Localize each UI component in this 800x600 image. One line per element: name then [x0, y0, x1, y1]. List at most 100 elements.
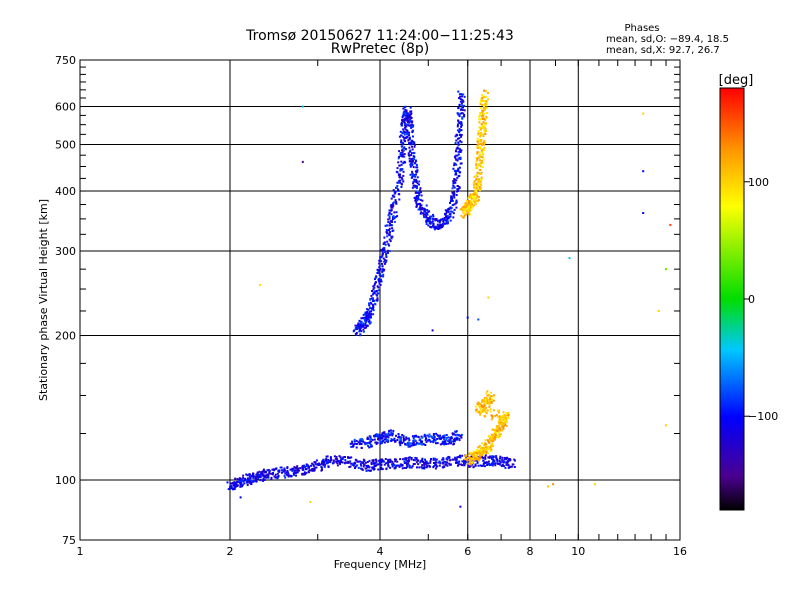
echo-point	[274, 473, 277, 476]
echo-point	[360, 447, 363, 449]
echo-point	[378, 271, 381, 274]
echo-point	[453, 208, 456, 211]
echo-point	[482, 457, 485, 459]
echo-point	[482, 406, 485, 409]
echo-point	[480, 464, 483, 467]
echo-point	[378, 434, 381, 437]
echo-point	[481, 94, 483, 97]
echo-point	[495, 435, 498, 438]
echo-point	[480, 128, 482, 131]
echo-point	[502, 416, 505, 419]
echo-point	[481, 446, 484, 449]
echo-point	[385, 435, 388, 438]
echo-point	[460, 214, 463, 217]
echo-point	[439, 443, 442, 446]
echo-point	[492, 409, 495, 412]
echo-point	[290, 468, 293, 471]
echo-point	[270, 472, 272, 475]
echo-point	[464, 462, 467, 465]
echo-point	[354, 324, 357, 327]
echo-point	[459, 454, 461, 457]
echo-point	[354, 462, 357, 465]
echo-point	[483, 89, 486, 92]
echo-point	[473, 459, 476, 462]
echo-point	[238, 481, 241, 484]
echo-point	[384, 250, 387, 253]
echo-point	[404, 148, 407, 151]
echo-point	[464, 455, 467, 458]
echo-point	[409, 110, 412, 113]
echo-point	[360, 326, 363, 329]
echo-point	[383, 262, 386, 265]
echo-point	[455, 163, 458, 166]
echo-point	[460, 436, 463, 439]
echo-point	[442, 458, 445, 461]
echo-point	[357, 460, 360, 463]
echo-point	[451, 191, 454, 194]
echo-point	[450, 440, 453, 443]
echo-point	[431, 437, 434, 440]
echo-point	[239, 485, 242, 488]
echo-point	[477, 446, 480, 449]
echo-point	[252, 472, 255, 475]
echo-point	[472, 181, 475, 184]
echo-point	[492, 455, 495, 458]
echo-point	[460, 149, 463, 152]
echo-point	[361, 323, 364, 326]
echo-point	[280, 466, 283, 469]
echo-point	[397, 181, 400, 184]
echo-point	[408, 464, 411, 467]
echo-point	[329, 461, 332, 464]
echo-point	[264, 474, 267, 477]
echo-point	[429, 440, 432, 443]
echo-point	[384, 224, 387, 227]
echo-point	[449, 463, 452, 466]
echo-point	[473, 185, 476, 188]
echo-point	[457, 169, 460, 172]
echo-point	[426, 464, 429, 467]
echo-point	[291, 470, 294, 472]
echo-point	[480, 173, 483, 175]
echo-point	[505, 417, 507, 419]
echo-point	[377, 438, 379, 440]
echo-point	[378, 262, 381, 265]
echo-point	[426, 434, 429, 437]
echo-point	[368, 306, 371, 309]
echo-point	[478, 142, 481, 145]
echo-point	[489, 446, 492, 449]
echo-point	[365, 316, 368, 319]
echo-point	[490, 443, 493, 446]
echo-point	[321, 460, 324, 463]
echo-point	[380, 442, 383, 445]
echo-point	[479, 143, 482, 145]
echo-point	[392, 429, 395, 432]
echo-point	[385, 462, 387, 465]
echo-point	[315, 466, 318, 469]
echo-point	[479, 146, 482, 149]
echo-point	[503, 458, 506, 461]
echo-point	[498, 415, 501, 418]
echo-point	[388, 233, 391, 236]
echo-point	[404, 112, 407, 115]
echo-point	[498, 462, 501, 465]
echo-point	[297, 467, 300, 470]
echo-point	[375, 290, 378, 293]
echo-point	[473, 458, 476, 461]
echo-point	[365, 313, 368, 316]
echo-point	[277, 475, 280, 478]
echo-point	[466, 459, 469, 462]
echo-point	[351, 442, 353, 445]
echo-point	[385, 433, 387, 436]
echo-point	[408, 160, 411, 163]
echo-point	[484, 454, 487, 457]
echo-point	[472, 450, 475, 453]
echo-point	[398, 465, 401, 468]
echo-point	[311, 469, 314, 472]
echo-point	[491, 462, 494, 465]
echo-point	[262, 479, 264, 482]
echo-point	[424, 444, 427, 446]
echo-point	[392, 215, 395, 218]
echo-point	[480, 132, 483, 134]
echo-point	[450, 207, 453, 209]
echo-point	[413, 459, 416, 462]
